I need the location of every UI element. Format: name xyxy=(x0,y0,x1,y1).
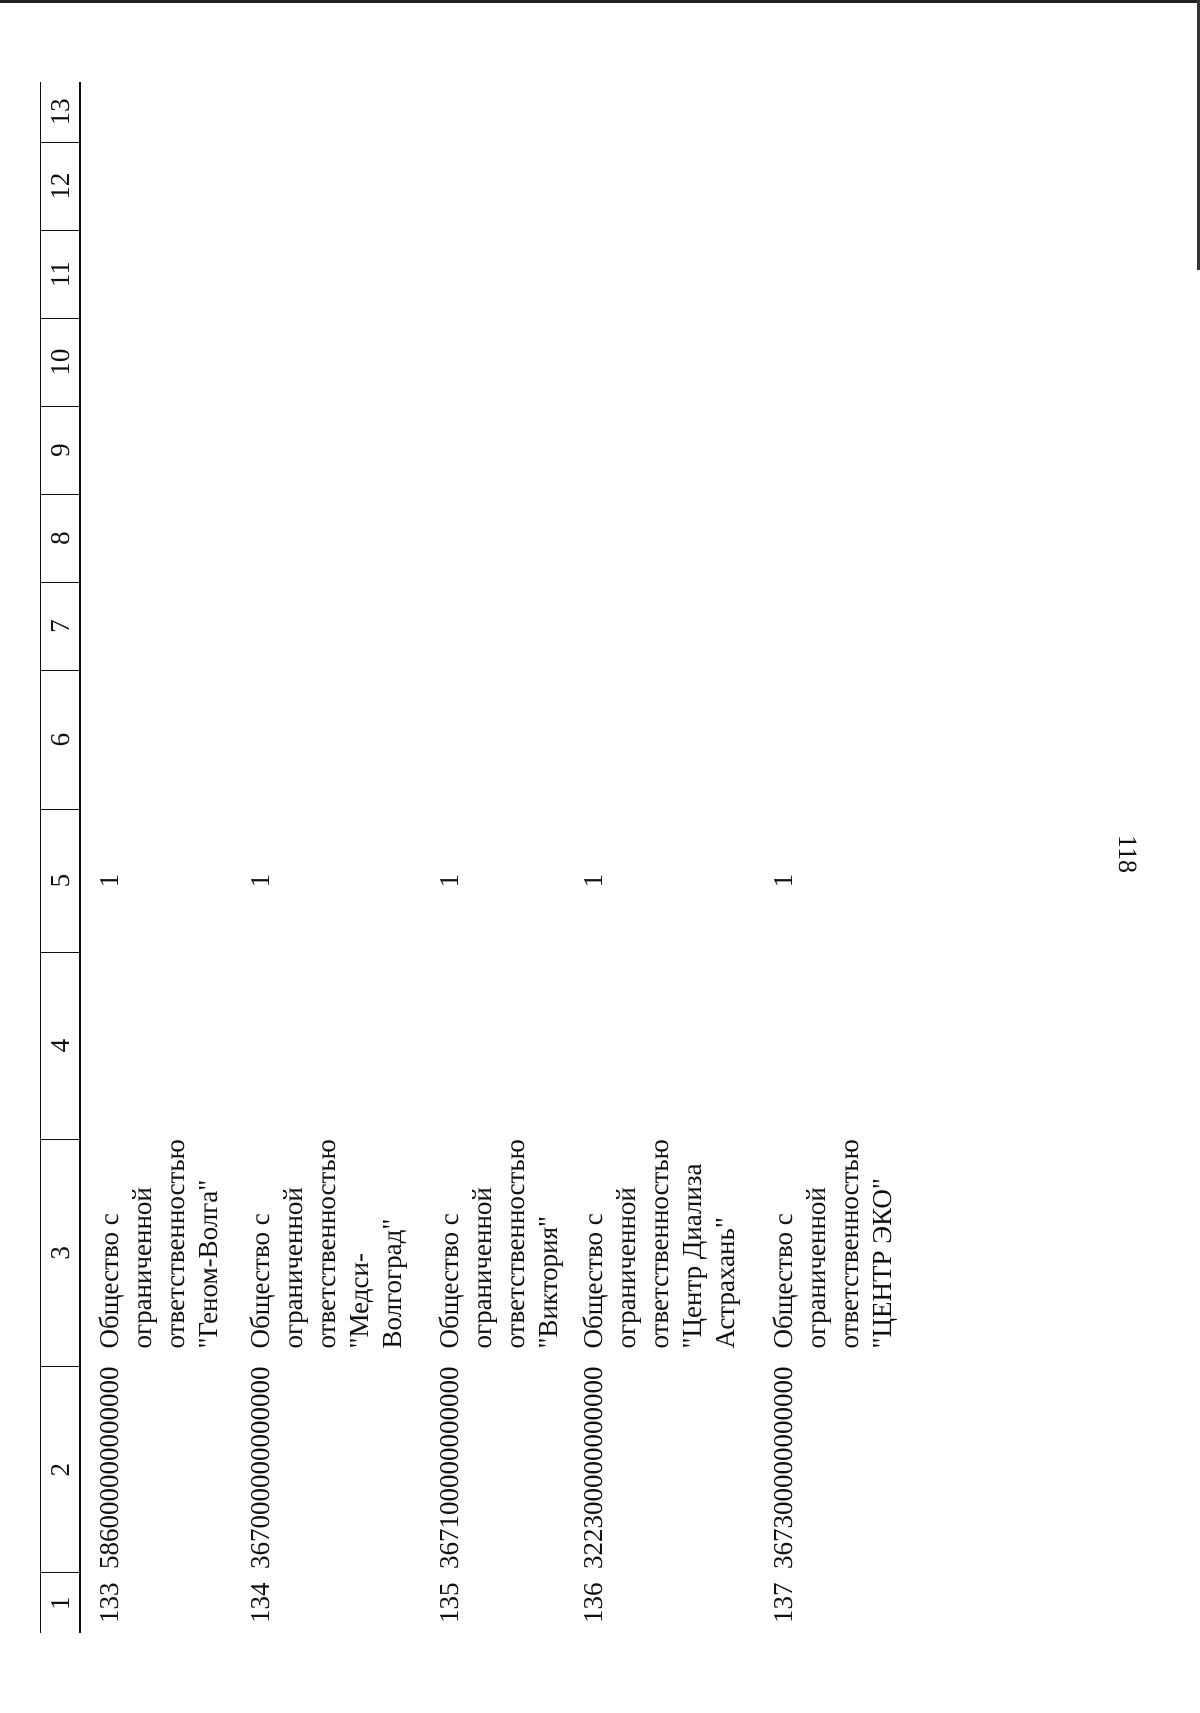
cell-col8 xyxy=(232,494,421,582)
cell-col4 xyxy=(421,952,565,1139)
table-body: 133 586000000000000 Общество с ограниченно… xyxy=(80,82,905,1633)
table-row: 133 586000000000000 Общество с ограниченно… xyxy=(80,82,232,1633)
cell-col12 xyxy=(565,142,755,230)
cell-col4 xyxy=(80,952,232,1139)
column-header-2: 2 xyxy=(40,1366,80,1573)
cell-col11 xyxy=(80,230,232,318)
registry-table: 1 2 3 4 5 6 7 8 9 10 11 12 13 133 586000000000000 Обще… xyxy=(40,82,905,1633)
cell-col10 xyxy=(421,318,565,406)
cell-col5: 1 xyxy=(768,873,798,888)
cell-col5: 1 xyxy=(245,873,275,888)
cell-col12 xyxy=(232,142,421,230)
row-number: 137 xyxy=(768,1582,798,1624)
cell-col6 xyxy=(755,670,905,809)
cell-col11 xyxy=(421,230,565,318)
column-header-5: 5 xyxy=(40,809,80,953)
table-row: 136 322300000000000 Общество с ограниченно… xyxy=(565,82,755,1633)
cell-col8 xyxy=(565,494,755,582)
cell-col10 xyxy=(755,318,905,406)
cell-col13 xyxy=(755,82,905,142)
table-header: 1 2 3 4 5 6 7 8 9 10 11 12 13 xyxy=(40,82,80,1633)
row-number: 134 xyxy=(245,1582,275,1624)
cell-col4 xyxy=(232,952,421,1139)
column-header-11: 11 xyxy=(40,230,80,319)
cell-col5: 1 xyxy=(94,873,124,888)
cell-col13 xyxy=(232,82,421,142)
cell-col7 xyxy=(755,582,905,670)
oktmo-code: 367100000000000 xyxy=(434,1366,464,1570)
cell-col10 xyxy=(565,318,755,406)
cell-col6 xyxy=(565,670,755,809)
page-number: 118 xyxy=(1113,834,1142,874)
cell-col7 xyxy=(421,582,565,670)
column-header-13: 13 xyxy=(40,82,80,143)
organization-name: Общество с ограниченной ответственностью… xyxy=(578,1139,740,1349)
oktmo-code: 367000000000000 xyxy=(245,1366,275,1570)
cell-col9 xyxy=(755,406,905,494)
organization-name: Общество с ограниченной ответственностью… xyxy=(768,1139,897,1349)
column-header-12: 12 xyxy=(40,142,80,231)
row-number: 136 xyxy=(578,1582,608,1624)
table-row: 135 367100000000000 Общество с ограниченно… xyxy=(421,82,565,1633)
oktmo-code: 322300000000000 xyxy=(578,1366,608,1570)
cell-col11 xyxy=(565,230,755,318)
cell-col5: 1 xyxy=(434,873,464,888)
cell-col7 xyxy=(565,582,755,670)
cell-col13 xyxy=(421,82,565,142)
organization-name: Общество с ограниченной ответственностью… xyxy=(245,1139,407,1349)
cell-col9 xyxy=(232,406,421,494)
header-row: 1 2 3 4 5 6 7 8 9 10 11 12 13 xyxy=(40,82,80,1633)
column-header-4: 4 xyxy=(40,952,80,1140)
cell-col9 xyxy=(421,406,565,494)
table-row: 137 367300000000000 Общество с ограниченно… xyxy=(755,82,905,1633)
table-row: 134 367000000000000 Общество с ограниченно… xyxy=(232,82,421,1633)
cell-col8 xyxy=(421,494,565,582)
column-header-7: 7 xyxy=(40,582,80,671)
organization-name: Общество с ограниченной ответственностью… xyxy=(434,1139,563,1349)
cell-col4 xyxy=(755,952,905,1139)
cell-col9 xyxy=(80,406,232,494)
cell-col10 xyxy=(80,318,232,406)
cell-col6 xyxy=(80,670,232,809)
cell-col12 xyxy=(755,142,905,230)
cell-col8 xyxy=(755,494,905,582)
cell-col7 xyxy=(232,582,421,670)
cell-col13 xyxy=(80,82,232,142)
cell-col11 xyxy=(755,230,905,318)
cell-col9 xyxy=(565,406,755,494)
oktmo-code: 367300000000000 xyxy=(768,1366,798,1570)
column-header-9: 9 xyxy=(40,406,80,495)
cell-col6 xyxy=(232,670,421,809)
organization-name: Общество с ограниченной ответственностью… xyxy=(94,1139,223,1349)
cell-col8 xyxy=(80,494,232,582)
cell-col5: 1 xyxy=(578,873,608,888)
cell-col10 xyxy=(232,318,421,406)
cell-col12 xyxy=(80,142,232,230)
row-number: 135 xyxy=(434,1582,464,1624)
column-header-8: 8 xyxy=(40,494,80,583)
cell-col13 xyxy=(565,82,755,142)
column-header-3: 3 xyxy=(40,1139,80,1367)
scan-edge-top xyxy=(0,0,1200,3)
row-number: 133 xyxy=(94,1582,124,1624)
column-header-1: 1 xyxy=(40,1573,80,1633)
oktmo-code: 586000000000000 xyxy=(94,1366,124,1570)
column-header-6: 6 xyxy=(40,670,80,810)
cell-col7 xyxy=(80,582,232,670)
cell-col11 xyxy=(232,230,421,318)
cell-col4 xyxy=(565,952,755,1139)
column-header-10: 10 xyxy=(40,318,80,407)
scan-edge-right xyxy=(1197,0,1200,270)
cell-col12 xyxy=(421,142,565,230)
cell-col6 xyxy=(421,670,565,809)
